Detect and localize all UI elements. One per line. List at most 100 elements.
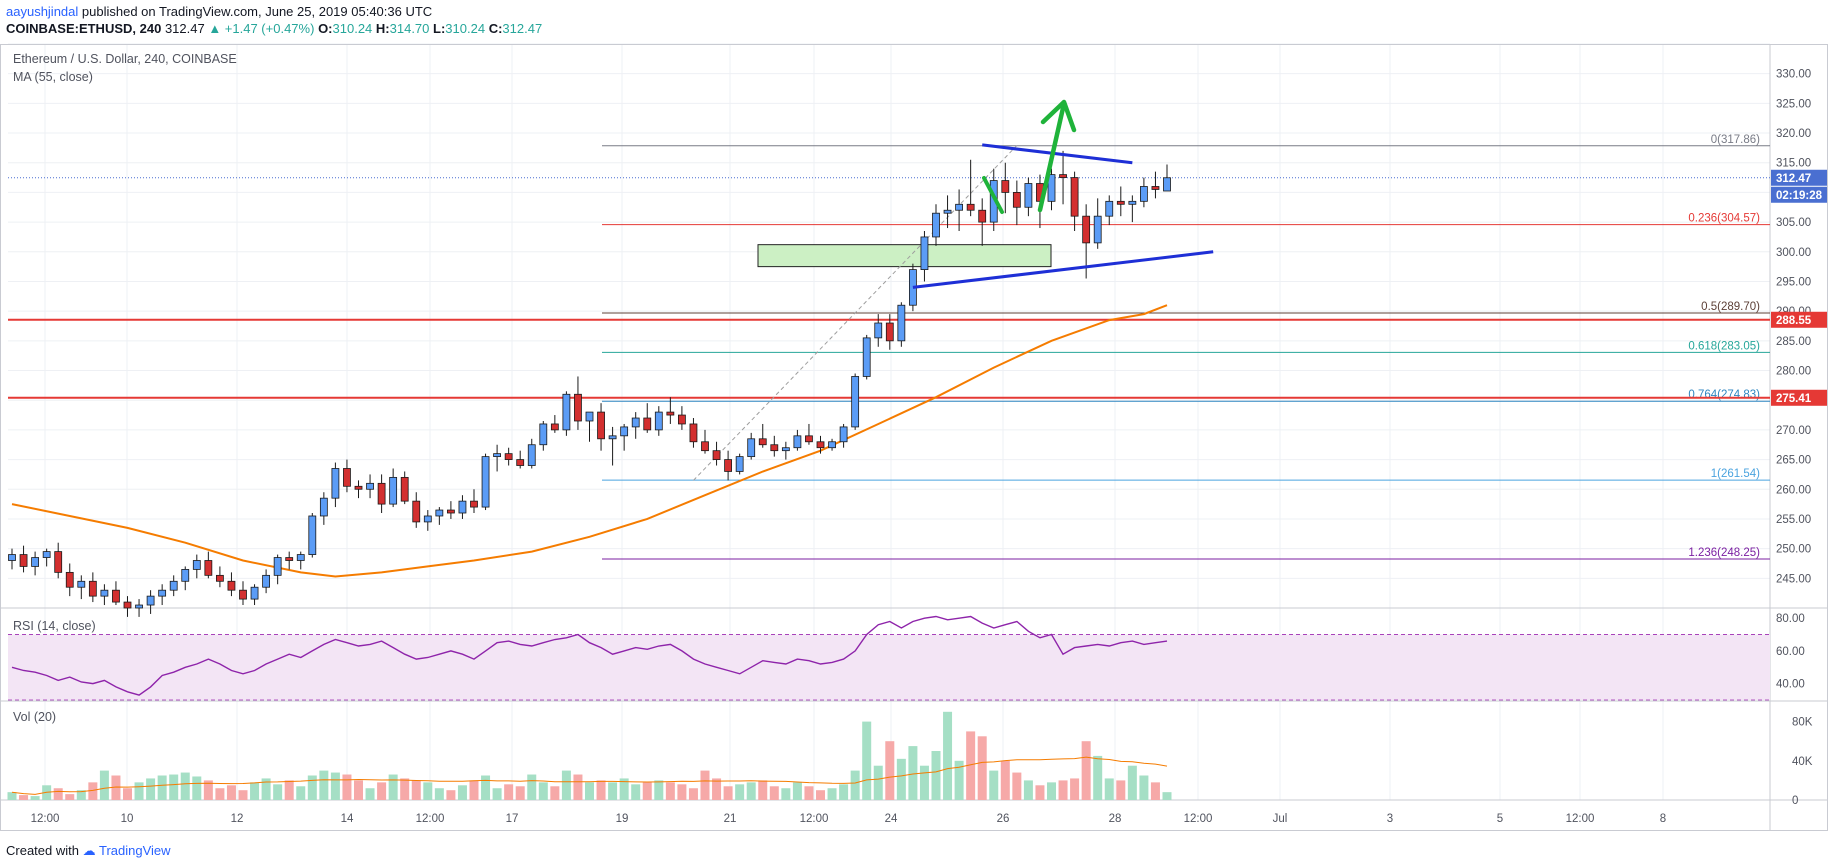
price-axis-label: 260.00 [1776, 484, 1811, 496]
volume-bar [354, 780, 363, 800]
volume-bar [908, 746, 918, 800]
candle-body-up [262, 574, 271, 588]
candle-body-down [1012, 192, 1021, 208]
candle-body-down [978, 209, 987, 223]
volume-bar [954, 760, 964, 800]
volume-bar [1127, 765, 1137, 800]
volume-bar [388, 774, 398, 800]
candle-body-down [597, 411, 605, 440]
high-label: H: [375, 21, 390, 36]
volume-bar [919, 765, 929, 800]
candle [631, 412, 640, 439]
volume-bar [1139, 775, 1149, 800]
candle [839, 423, 848, 448]
price-axis-label: 300.00 [1776, 247, 1811, 259]
candle [8, 548, 16, 570]
candle-body-up [897, 304, 906, 342]
candle [527, 438, 536, 469]
tradingview-brand-link[interactable]: TradingView [99, 843, 171, 858]
open-label: O: [318, 21, 333, 36]
candle [643, 403, 652, 433]
candle [19, 545, 28, 573]
candle [215, 566, 224, 588]
volume-bar [943, 711, 953, 800]
candle-body-down [574, 393, 582, 422]
price-axis-label: 250.00 [1776, 544, 1811, 556]
candle [481, 453, 490, 511]
candle-body-down [285, 557, 294, 561]
candle [966, 159, 975, 217]
volume-bar [885, 741, 895, 800]
candle-body-down [1116, 200, 1125, 205]
time-axis-label: 12 [231, 813, 244, 825]
candle [781, 441, 790, 460]
candle-body-down [354, 485, 363, 490]
volume-bar [1000, 760, 1010, 800]
candle [550, 415, 559, 433]
candle-body-down [966, 203, 975, 211]
level-price-tag-bg [1771, 389, 1827, 406]
volume-bar [839, 784, 849, 800]
candle [319, 492, 328, 525]
volume-bar [862, 721, 872, 800]
candle-body-up [781, 447, 790, 452]
candle-body-down [54, 551, 63, 573]
volume-bar [134, 782, 144, 800]
candle [296, 551, 305, 570]
candle [1093, 198, 1102, 249]
candle-body-down [805, 435, 813, 443]
candle-body-up [1024, 183, 1033, 208]
price-axis-label: 295.00 [1776, 276, 1811, 288]
candle [65, 563, 74, 597]
candle-body-up [932, 212, 940, 238]
trendline-lower [912, 250, 1214, 289]
chart-title: Ethereum / U.S. Dollar, 240, COINBASE [13, 52, 237, 66]
fib-level-label: 0.618(283.05) [1688, 340, 1760, 352]
candle-body-down [701, 441, 709, 452]
time-axis-label: 14 [341, 813, 354, 825]
arrow-up-shaft [1037, 105, 1066, 213]
candle [1059, 150, 1067, 205]
candle-body-down [446, 509, 455, 514]
fib-level-label: 1(261.54) [1711, 468, 1760, 480]
volume-bar [261, 778, 271, 800]
footer: Created with ☁ TradingView [6, 843, 171, 859]
volume-bar [65, 794, 75, 800]
volume-bar [342, 774, 352, 800]
candle-body-up [620, 426, 629, 437]
candle [158, 584, 167, 606]
volume-bar [7, 792, 17, 800]
price-axis-label: 330.00 [1776, 69, 1811, 81]
candle [1024, 177, 1033, 217]
time-axis-label: 12:00 [416, 813, 445, 825]
time-axis-label: 24 [885, 813, 898, 825]
volume-bar [53, 788, 63, 800]
candle [285, 551, 294, 570]
volume-bar [1104, 778, 1114, 800]
candle [112, 581, 120, 606]
volume-bar [99, 770, 109, 800]
candle [181, 566, 190, 591]
candle-body-down [1082, 215, 1091, 244]
candle [747, 432, 756, 460]
candle [828, 438, 836, 451]
candle-body-down [885, 322, 894, 342]
candle [862, 334, 871, 380]
volume-ma-line [11, 756, 1168, 795]
price-axis-label: 325.00 [1776, 98, 1811, 110]
candle-body-up [1140, 186, 1148, 202]
candle [1116, 186, 1125, 217]
candle-body-up [793, 435, 802, 449]
candle-body-up [319, 497, 328, 517]
candle-body-up [828, 441, 836, 449]
candle [400, 471, 409, 505]
candle-body-down [19, 554, 28, 567]
low-label: L: [433, 21, 446, 36]
candle [331, 462, 340, 508]
candle [504, 447, 513, 466]
candle-body-up [1105, 200, 1114, 217]
time-axis-label: Jul [1273, 813, 1288, 825]
candle-body-down [239, 589, 247, 600]
author-link[interactable]: aayushjindal [6, 4, 79, 19]
